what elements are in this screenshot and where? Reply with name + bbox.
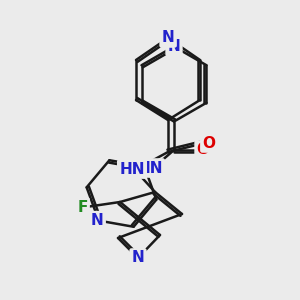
Text: N: N [132, 250, 144, 266]
Text: O: O [196, 142, 210, 158]
Text: HN: HN [119, 162, 145, 177]
Text: N: N [91, 213, 103, 228]
Text: F: F [77, 200, 88, 214]
Text: O: O [202, 136, 215, 151]
Text: N: N [168, 39, 180, 54]
Text: N: N [162, 31, 174, 46]
Text: HN: HN [137, 160, 163, 175]
